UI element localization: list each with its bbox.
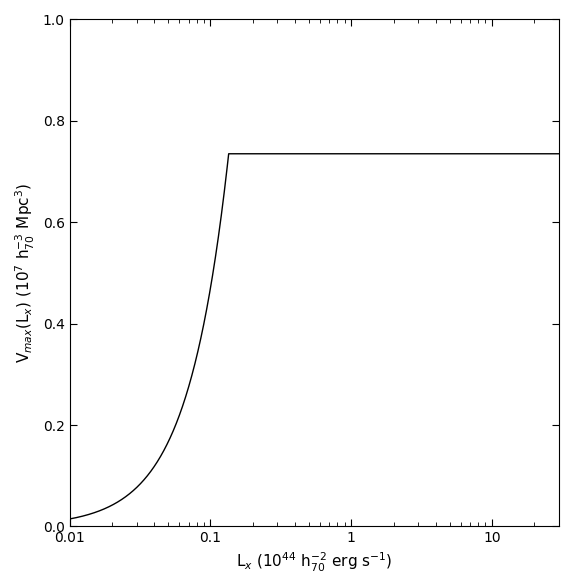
X-axis label: L$_x$ (10$^{44}$ h$_{70}^{-2}$ erg s$^{-1}$): L$_x$ (10$^{44}$ h$_{70}^{-2}$ erg s$^{-… [236, 551, 393, 574]
Y-axis label: V$_{max}$(L$_x$) (10$^7$ h$_{70}^{-3}$ Mpc$^3$): V$_{max}$(L$_x$) (10$^7$ h$_{70}^{-3}$ M… [14, 183, 37, 363]
